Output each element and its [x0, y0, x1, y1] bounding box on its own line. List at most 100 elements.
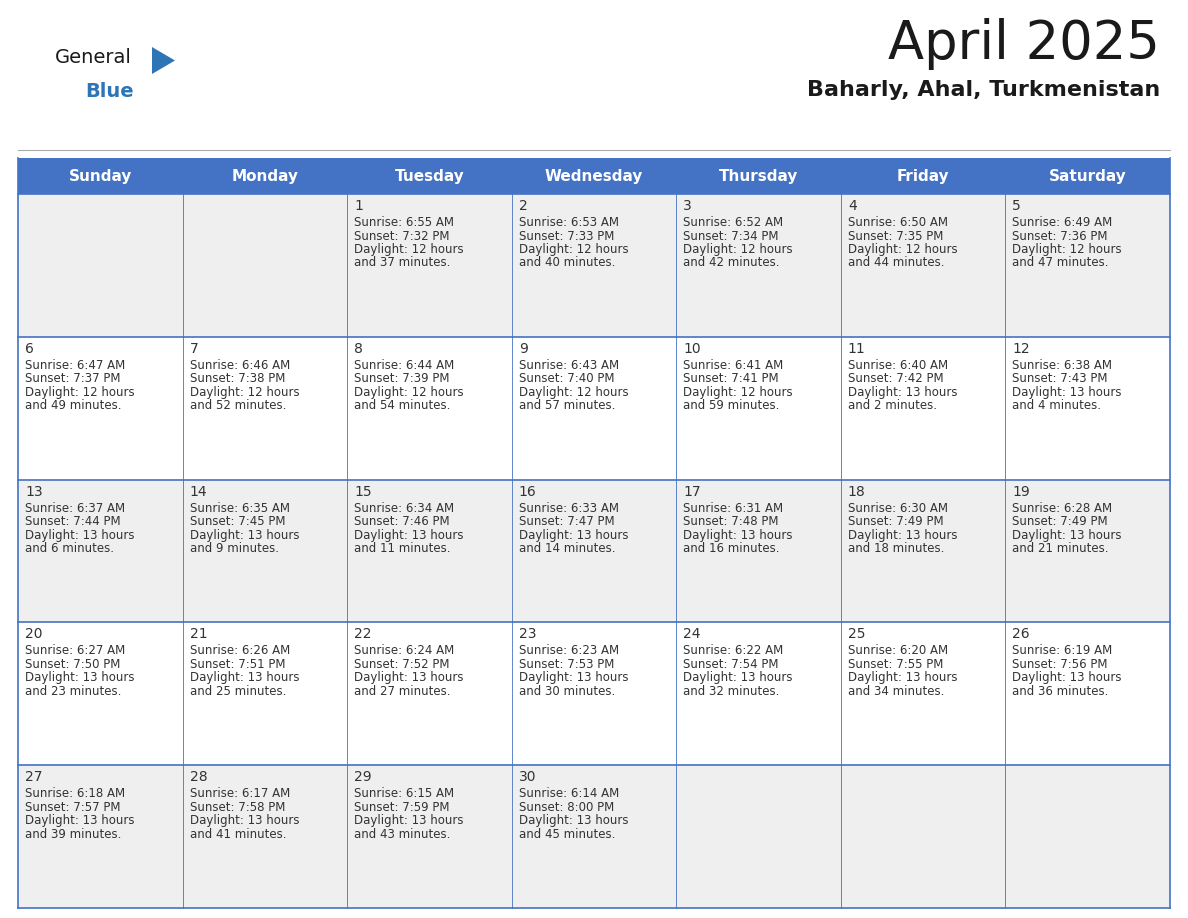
- Text: Thursday: Thursday: [719, 169, 798, 184]
- Bar: [18, 337, 1170, 479]
- Text: Sunrise: 6:23 AM: Sunrise: 6:23 AM: [519, 644, 619, 657]
- Text: Daylight: 13 hours: Daylight: 13 hours: [354, 529, 463, 542]
- Text: Saturday: Saturday: [1049, 169, 1126, 184]
- Text: 30: 30: [519, 770, 536, 784]
- Text: Daylight: 13 hours: Daylight: 13 hours: [25, 529, 134, 542]
- Text: Sunday: Sunday: [69, 169, 132, 184]
- Text: Sunset: 7:48 PM: Sunset: 7:48 PM: [683, 515, 779, 528]
- Text: and 42 minutes.: and 42 minutes.: [683, 256, 779, 270]
- Text: Sunset: 8:00 PM: Sunset: 8:00 PM: [519, 800, 614, 813]
- Text: 12: 12: [1012, 341, 1030, 356]
- Text: 10: 10: [683, 341, 701, 356]
- Text: Daylight: 12 hours: Daylight: 12 hours: [848, 243, 958, 256]
- Text: Sunset: 7:50 PM: Sunset: 7:50 PM: [25, 658, 120, 671]
- Text: 20: 20: [25, 627, 43, 642]
- Text: Daylight: 12 hours: Daylight: 12 hours: [519, 243, 628, 256]
- Text: Sunrise: 6:43 AM: Sunrise: 6:43 AM: [519, 359, 619, 372]
- Text: and 25 minutes.: and 25 minutes.: [190, 685, 286, 698]
- Text: Daylight: 13 hours: Daylight: 13 hours: [848, 671, 958, 685]
- Text: Daylight: 12 hours: Daylight: 12 hours: [190, 386, 299, 398]
- Text: 2: 2: [519, 199, 527, 213]
- Bar: [18, 479, 1170, 622]
- Text: Sunrise: 6:34 AM: Sunrise: 6:34 AM: [354, 501, 454, 515]
- Text: Sunset: 7:44 PM: Sunset: 7:44 PM: [25, 515, 121, 528]
- Text: Sunset: 7:56 PM: Sunset: 7:56 PM: [1012, 658, 1108, 671]
- Text: and 14 minutes.: and 14 minutes.: [519, 543, 615, 555]
- Text: Daylight: 13 hours: Daylight: 13 hours: [190, 671, 299, 685]
- Text: and 40 minutes.: and 40 minutes.: [519, 256, 615, 270]
- Text: Baharly, Ahal, Turkmenistan: Baharly, Ahal, Turkmenistan: [807, 80, 1159, 100]
- Text: Daylight: 12 hours: Daylight: 12 hours: [354, 243, 463, 256]
- Text: Sunrise: 6:19 AM: Sunrise: 6:19 AM: [1012, 644, 1113, 657]
- Text: and 2 minutes.: and 2 minutes.: [848, 399, 937, 412]
- Text: Sunset: 7:32 PM: Sunset: 7:32 PM: [354, 230, 449, 242]
- Text: Sunrise: 6:55 AM: Sunrise: 6:55 AM: [354, 216, 454, 229]
- Text: and 37 minutes.: and 37 minutes.: [354, 256, 450, 270]
- Text: Daylight: 13 hours: Daylight: 13 hours: [25, 671, 134, 685]
- Bar: [18, 158, 1170, 194]
- Text: Sunrise: 6:44 AM: Sunrise: 6:44 AM: [354, 359, 454, 372]
- Text: Sunset: 7:42 PM: Sunset: 7:42 PM: [848, 373, 943, 386]
- Text: Daylight: 12 hours: Daylight: 12 hours: [1012, 243, 1121, 256]
- Text: Daylight: 13 hours: Daylight: 13 hours: [848, 386, 958, 398]
- Text: Sunrise: 6:46 AM: Sunrise: 6:46 AM: [190, 359, 290, 372]
- Text: Sunrise: 6:38 AM: Sunrise: 6:38 AM: [1012, 359, 1112, 372]
- Text: Sunrise: 6:20 AM: Sunrise: 6:20 AM: [848, 644, 948, 657]
- Text: Daylight: 12 hours: Daylight: 12 hours: [683, 386, 792, 398]
- Bar: [18, 622, 1170, 766]
- Text: 1: 1: [354, 199, 364, 213]
- Text: 15: 15: [354, 485, 372, 498]
- Text: Daylight: 13 hours: Daylight: 13 hours: [519, 529, 628, 542]
- Text: and 52 minutes.: and 52 minutes.: [190, 399, 286, 412]
- Text: 7: 7: [190, 341, 198, 356]
- Text: Daylight: 12 hours: Daylight: 12 hours: [25, 386, 134, 398]
- Text: 25: 25: [848, 627, 865, 642]
- Text: 27: 27: [25, 770, 43, 784]
- Text: Daylight: 13 hours: Daylight: 13 hours: [683, 529, 792, 542]
- Text: Sunset: 7:40 PM: Sunset: 7:40 PM: [519, 373, 614, 386]
- Text: Daylight: 13 hours: Daylight: 13 hours: [190, 529, 299, 542]
- Text: and 16 minutes.: and 16 minutes.: [683, 543, 779, 555]
- Text: Sunrise: 6:14 AM: Sunrise: 6:14 AM: [519, 788, 619, 800]
- Text: Sunrise: 6:24 AM: Sunrise: 6:24 AM: [354, 644, 454, 657]
- Text: Sunset: 7:53 PM: Sunset: 7:53 PM: [519, 658, 614, 671]
- Text: Sunrise: 6:31 AM: Sunrise: 6:31 AM: [683, 501, 783, 515]
- Text: Sunrise: 6:49 AM: Sunrise: 6:49 AM: [1012, 216, 1113, 229]
- Text: Sunset: 7:47 PM: Sunset: 7:47 PM: [519, 515, 614, 528]
- Text: Sunrise: 6:50 AM: Sunrise: 6:50 AM: [848, 216, 948, 229]
- Text: and 11 minutes.: and 11 minutes.: [354, 543, 450, 555]
- Text: and 32 minutes.: and 32 minutes.: [683, 685, 779, 698]
- Text: and 45 minutes.: and 45 minutes.: [519, 828, 615, 841]
- Text: Sunrise: 6:28 AM: Sunrise: 6:28 AM: [1012, 501, 1112, 515]
- Text: and 54 minutes.: and 54 minutes.: [354, 399, 450, 412]
- Text: Sunset: 7:46 PM: Sunset: 7:46 PM: [354, 515, 450, 528]
- Text: Daylight: 13 hours: Daylight: 13 hours: [1012, 671, 1121, 685]
- Text: General: General: [55, 48, 132, 67]
- Bar: [18, 766, 1170, 908]
- Text: and 36 minutes.: and 36 minutes.: [1012, 685, 1108, 698]
- Text: Friday: Friday: [897, 169, 949, 184]
- Text: Sunset: 7:55 PM: Sunset: 7:55 PM: [848, 658, 943, 671]
- Text: and 9 minutes.: and 9 minutes.: [190, 543, 278, 555]
- Text: Sunset: 7:58 PM: Sunset: 7:58 PM: [190, 800, 285, 813]
- Text: and 6 minutes.: and 6 minutes.: [25, 543, 114, 555]
- Bar: [18, 194, 1170, 337]
- Text: and 27 minutes.: and 27 minutes.: [354, 685, 450, 698]
- Text: Sunset: 7:49 PM: Sunset: 7:49 PM: [848, 515, 943, 528]
- Text: 22: 22: [354, 627, 372, 642]
- Text: Sunrise: 6:30 AM: Sunrise: 6:30 AM: [848, 501, 948, 515]
- Text: Sunset: 7:51 PM: Sunset: 7:51 PM: [190, 658, 285, 671]
- Text: Sunrise: 6:40 AM: Sunrise: 6:40 AM: [848, 359, 948, 372]
- Text: 21: 21: [190, 627, 207, 642]
- Text: 9: 9: [519, 341, 527, 356]
- Text: Sunrise: 6:33 AM: Sunrise: 6:33 AM: [519, 501, 619, 515]
- Text: Daylight: 12 hours: Daylight: 12 hours: [683, 243, 792, 256]
- Text: and 4 minutes.: and 4 minutes.: [1012, 399, 1101, 412]
- Text: and 57 minutes.: and 57 minutes.: [519, 399, 615, 412]
- Text: 13: 13: [25, 485, 43, 498]
- Text: and 49 minutes.: and 49 minutes.: [25, 399, 121, 412]
- Text: Sunrise: 6:26 AM: Sunrise: 6:26 AM: [190, 644, 290, 657]
- Text: 28: 28: [190, 770, 207, 784]
- Text: and 44 minutes.: and 44 minutes.: [848, 256, 944, 270]
- Text: and 23 minutes.: and 23 minutes.: [25, 685, 121, 698]
